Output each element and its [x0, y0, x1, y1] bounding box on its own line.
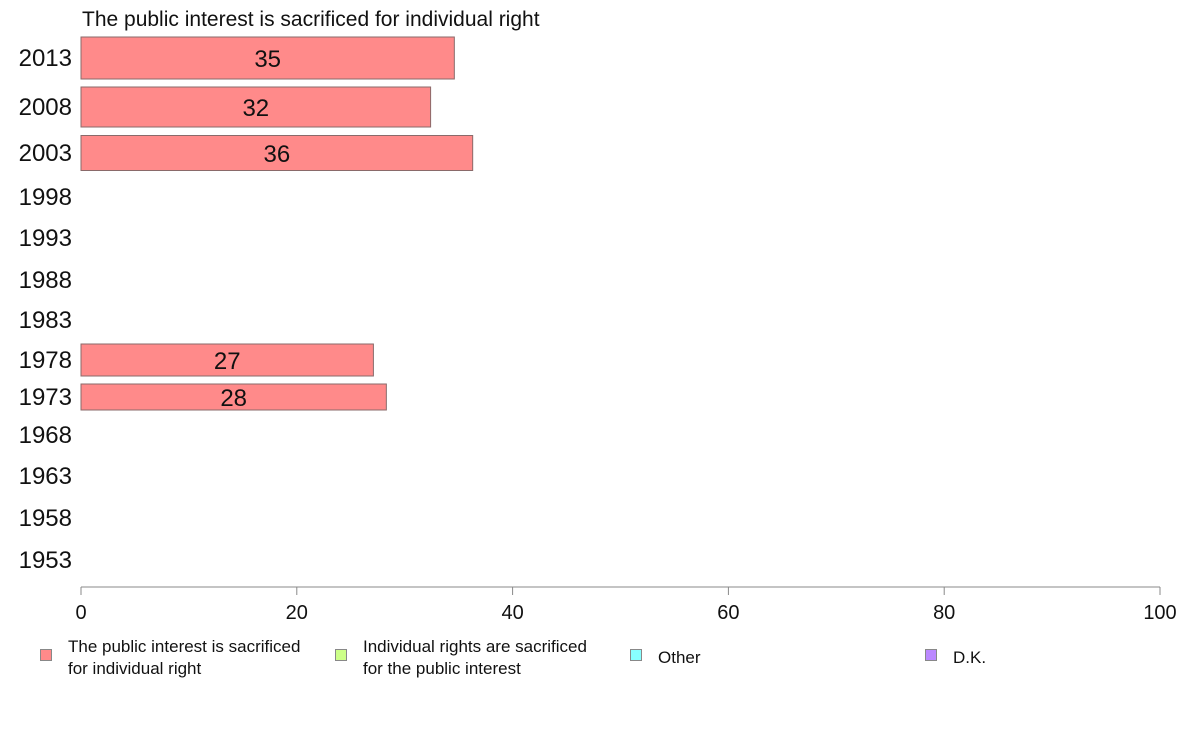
legend-swatch	[40, 649, 52, 661]
x-tick-label: 60	[717, 602, 739, 624]
chart-title: The public interest is sacrificed for in…	[82, 8, 540, 31]
bar-value-label: 36	[263, 141, 290, 168]
x-tick-label: 20	[286, 602, 308, 624]
y-tick-label: 1958	[19, 505, 72, 532]
legend: The public interest is sacrificed for in…	[0, 636, 1188, 686]
y-tick-label: 1993	[19, 225, 72, 252]
y-tick-label: 1953	[19, 547, 72, 574]
legend-swatch	[925, 649, 937, 661]
legend-swatch	[335, 649, 347, 661]
y-tick-label: 2003	[19, 140, 72, 167]
bar-value-label: 35	[254, 46, 281, 73]
bar-value-label: 32	[242, 95, 269, 122]
bar	[80, 135, 474, 171]
legend-item-dk: D.K.	[925, 636, 1188, 669]
bar	[80, 383, 387, 411]
bars-group: 35 32 36 27 28	[80, 36, 474, 412]
x-tick-label: 40	[501, 602, 523, 624]
x-tick-label: 100	[1143, 602, 1176, 624]
y-tick-label: 1983	[19, 307, 72, 334]
y-tick-label: 1998	[19, 184, 72, 211]
legend-label: Individual rights are sacrificed for the…	[363, 637, 587, 678]
y-tick-label: 1973	[19, 384, 72, 411]
bar-value-label: 28	[220, 385, 247, 412]
x-tick-label: 80	[933, 602, 955, 624]
bar-chart: The public interest is sacrificed for in…	[19, 8, 1177, 624]
legend-swatch	[630, 649, 642, 661]
bar	[80, 86, 432, 128]
x-axis: 0 20 40 60 80 100	[75, 586, 1177, 624]
bar	[80, 36, 455, 80]
y-tick-label: 1988	[19, 267, 72, 294]
legend-item-individual-rights: Individual rights are sacrificed for the…	[335, 636, 623, 680]
legend-item-other: Other	[630, 636, 918, 669]
y-tick-label: 1978	[19, 347, 72, 374]
legend-item-public-interest: The public interest is sacrificed for in…	[40, 636, 328, 680]
x-tick-label: 0	[75, 602, 86, 624]
y-tick-labels: 2013 2008 2003 1998 1993 1988 1983 1978 1973 1968…	[19, 45, 72, 574]
bar	[80, 343, 374, 377]
y-tick-label: 2013	[19, 45, 72, 72]
legend-label: D.K.	[953, 648, 987, 667]
y-tick-label: 1968	[19, 422, 72, 449]
legend-label: Other	[658, 648, 701, 667]
bar-value-label: 27	[214, 348, 241, 375]
legend-label: The public interest is sacrificed for in…	[68, 637, 301, 678]
y-tick-label: 1963	[19, 463, 72, 490]
y-tick-label: 2008	[19, 94, 72, 121]
